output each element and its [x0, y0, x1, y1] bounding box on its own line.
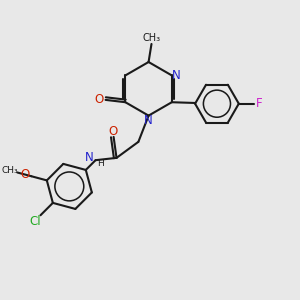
Text: N: N: [144, 114, 153, 128]
Text: O: O: [20, 168, 30, 181]
Text: N: N: [172, 69, 181, 82]
Text: CH₃: CH₃: [142, 32, 160, 43]
Text: CH₃: CH₃: [1, 166, 18, 175]
Text: Cl: Cl: [29, 214, 40, 227]
Text: O: O: [108, 124, 118, 138]
Text: N: N: [85, 151, 94, 164]
Text: F: F: [256, 97, 262, 110]
Text: H: H: [98, 159, 104, 168]
Text: O: O: [94, 93, 104, 106]
